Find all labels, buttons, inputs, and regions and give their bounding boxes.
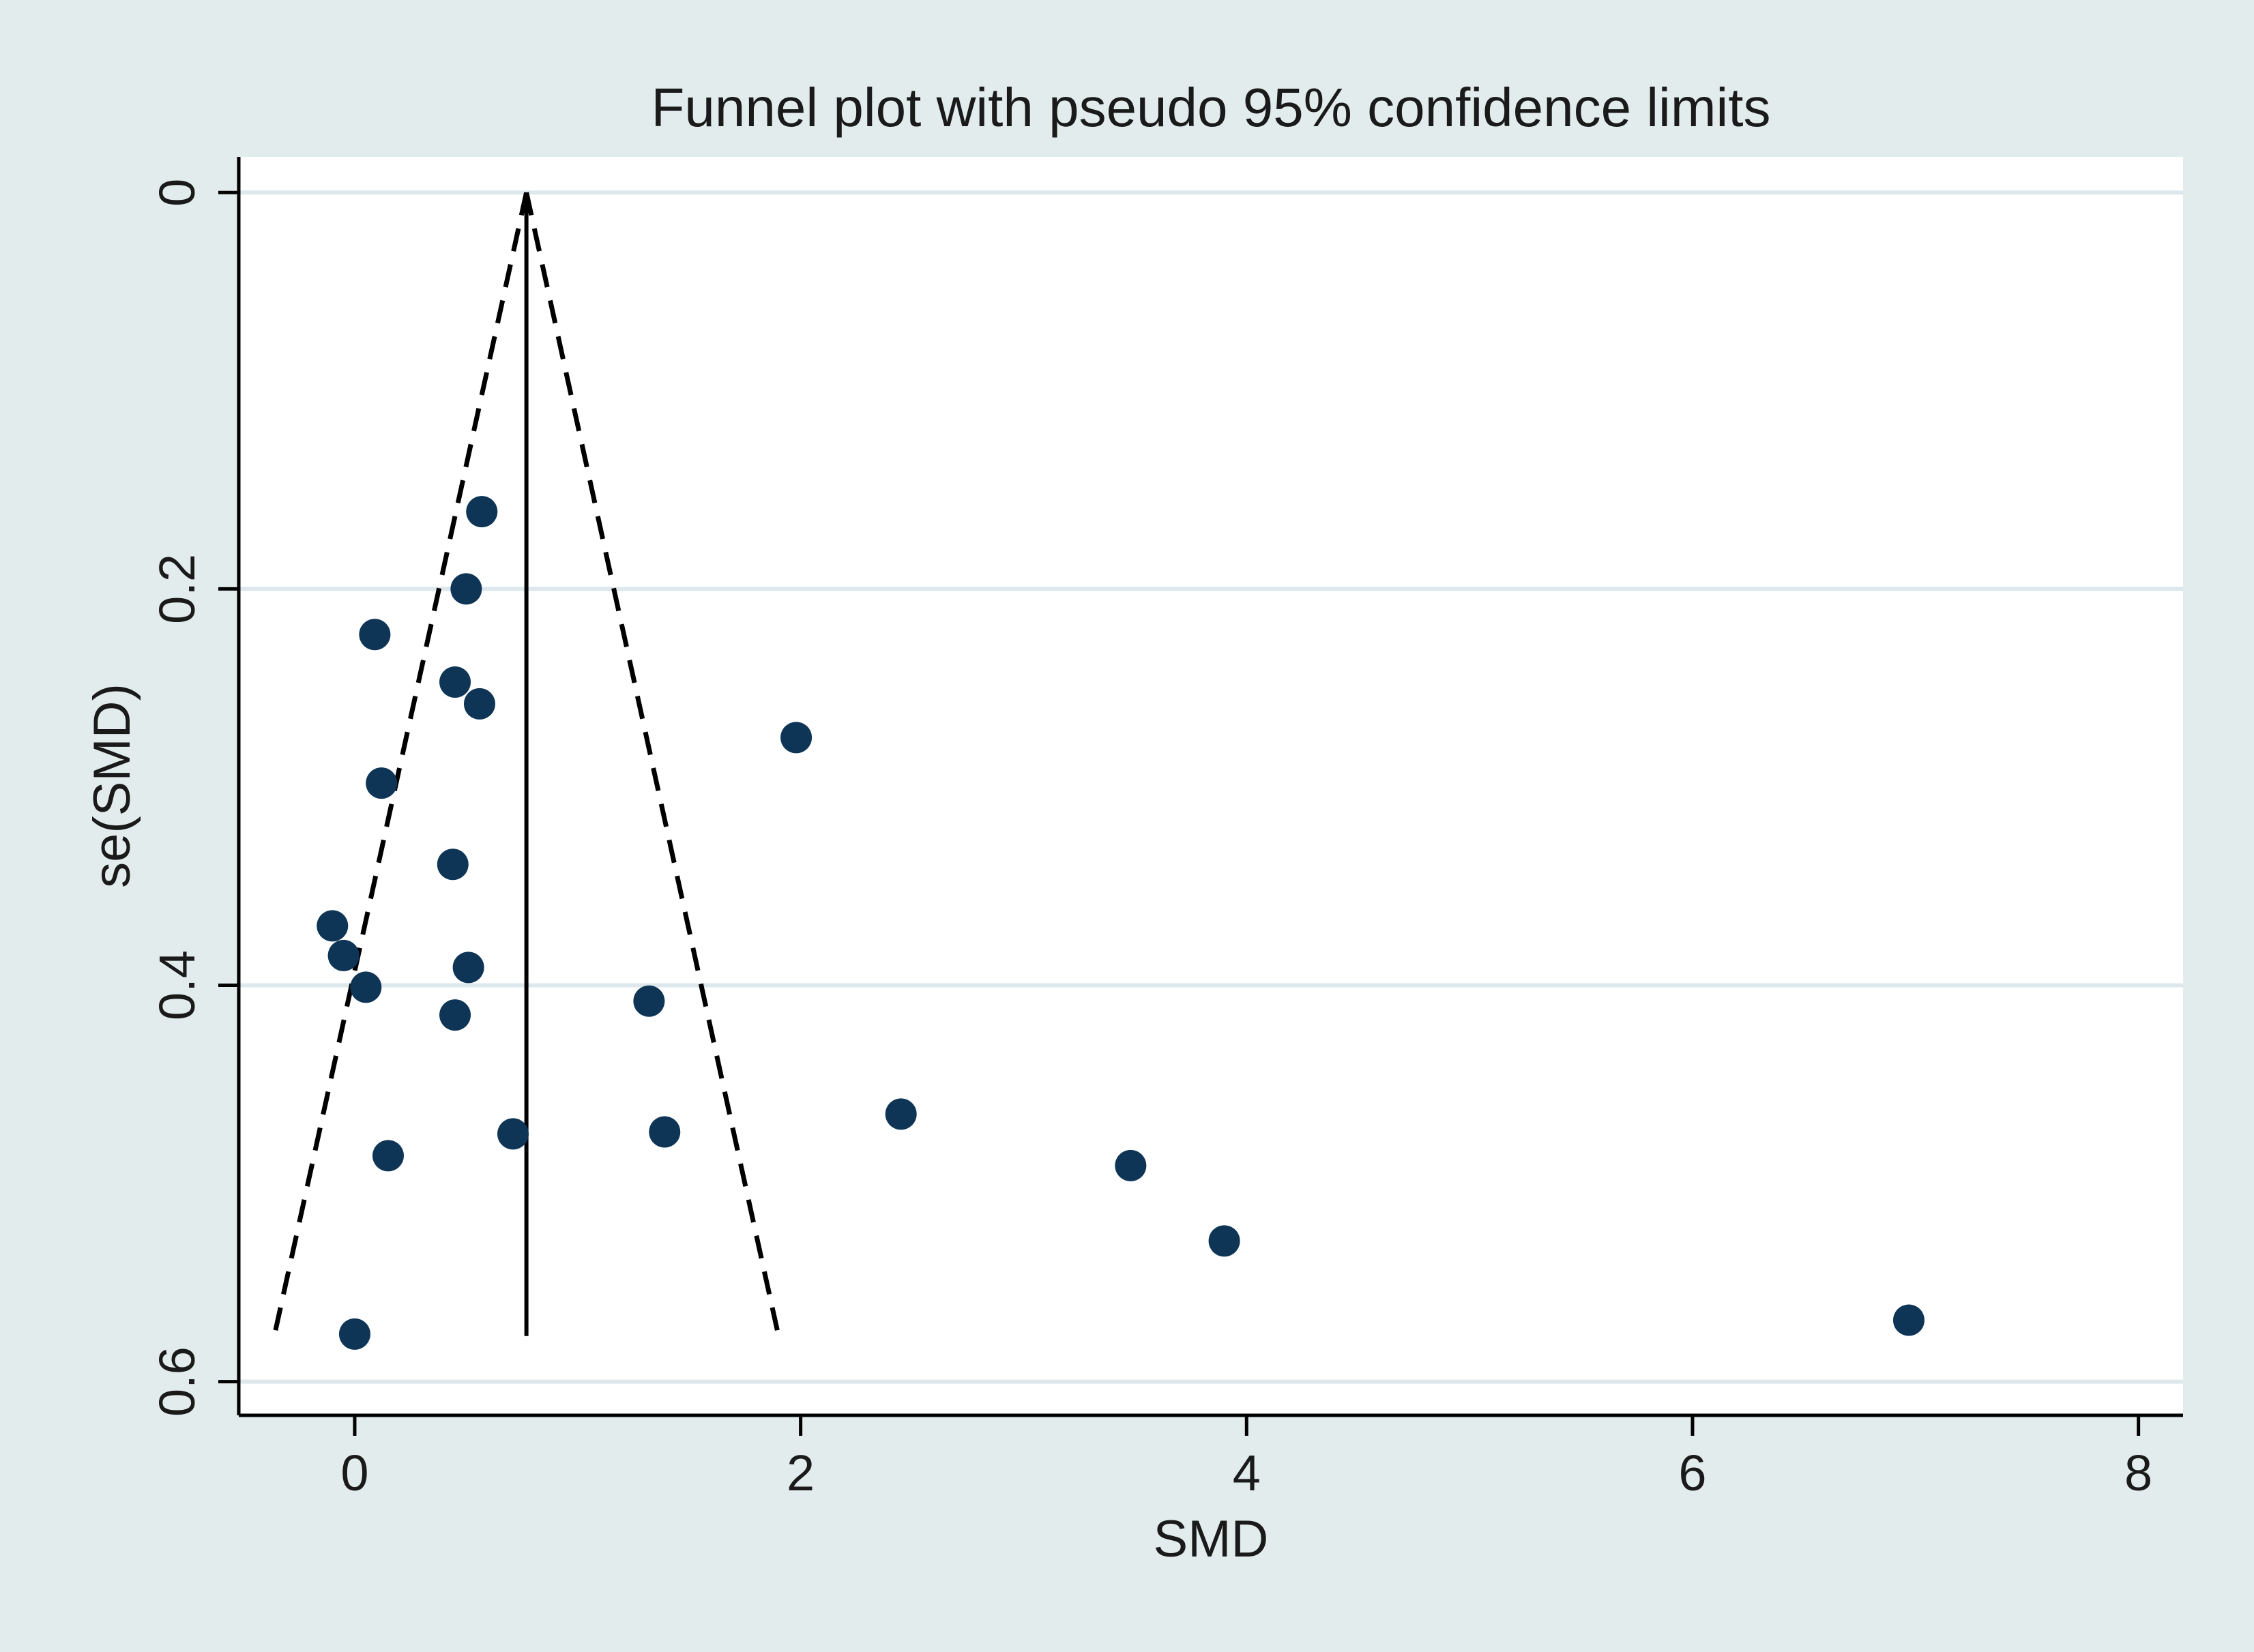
confidence-funnel [272,192,781,1337]
chart-title: Funnel plot with pseudo 95% confidence l… [652,77,1771,138]
data-point-6 [780,722,813,754]
data-point-9 [317,910,349,942]
data-point-4 [439,666,471,698]
x-tick-label-0: 0 [340,1445,368,1501]
data-point-18 [372,1140,404,1172]
x-tick-label-2: 2 [787,1445,815,1501]
y-tick-label-0: 0 [149,179,205,207]
data-points [317,496,1924,1350]
data-point-17 [649,1116,681,1148]
data-point-20 [1208,1225,1240,1257]
y-axis-label: se(SMD) [83,683,141,888]
x-tick-label-4: 4 [1233,1445,1261,1501]
x-axis-label: SMD [1154,1510,1269,1568]
data-point-7 [366,767,398,799]
data-point-22 [338,1318,370,1350]
data-point-16 [497,1118,529,1150]
data-point-13 [633,985,665,1017]
data-point-3 [359,619,391,651]
upper-confidence-limit-line [524,192,781,1337]
data-point-21 [1892,1304,1924,1336]
data-point-8 [437,849,469,881]
data-point-11 [452,952,484,984]
data-point-1 [466,496,498,528]
x-tick-label-6: 6 [1678,1445,1706,1501]
data-point-14 [439,999,471,1031]
data-point-5 [463,688,495,720]
y-tick-label-0.4: 0.4 [149,950,205,1020]
data-point-2 [450,573,482,605]
lower-confidence-limit-line [272,192,529,1337]
data-point-19 [1115,1149,1147,1181]
data-point-10 [327,939,360,971]
axes: 0 2 4 6 8 0 0.2 0.4 0.6 [149,157,2183,1501]
gridlines [239,190,2183,1384]
x-tick-label-8: 8 [2124,1445,2152,1501]
y-tick-label-0.6: 0.6 [149,1346,205,1417]
data-point-12 [350,971,382,1003]
y-tick-label-0.2: 0.2 [149,554,205,624]
plot-area [239,157,2183,1415]
data-point-15 [885,1098,917,1130]
